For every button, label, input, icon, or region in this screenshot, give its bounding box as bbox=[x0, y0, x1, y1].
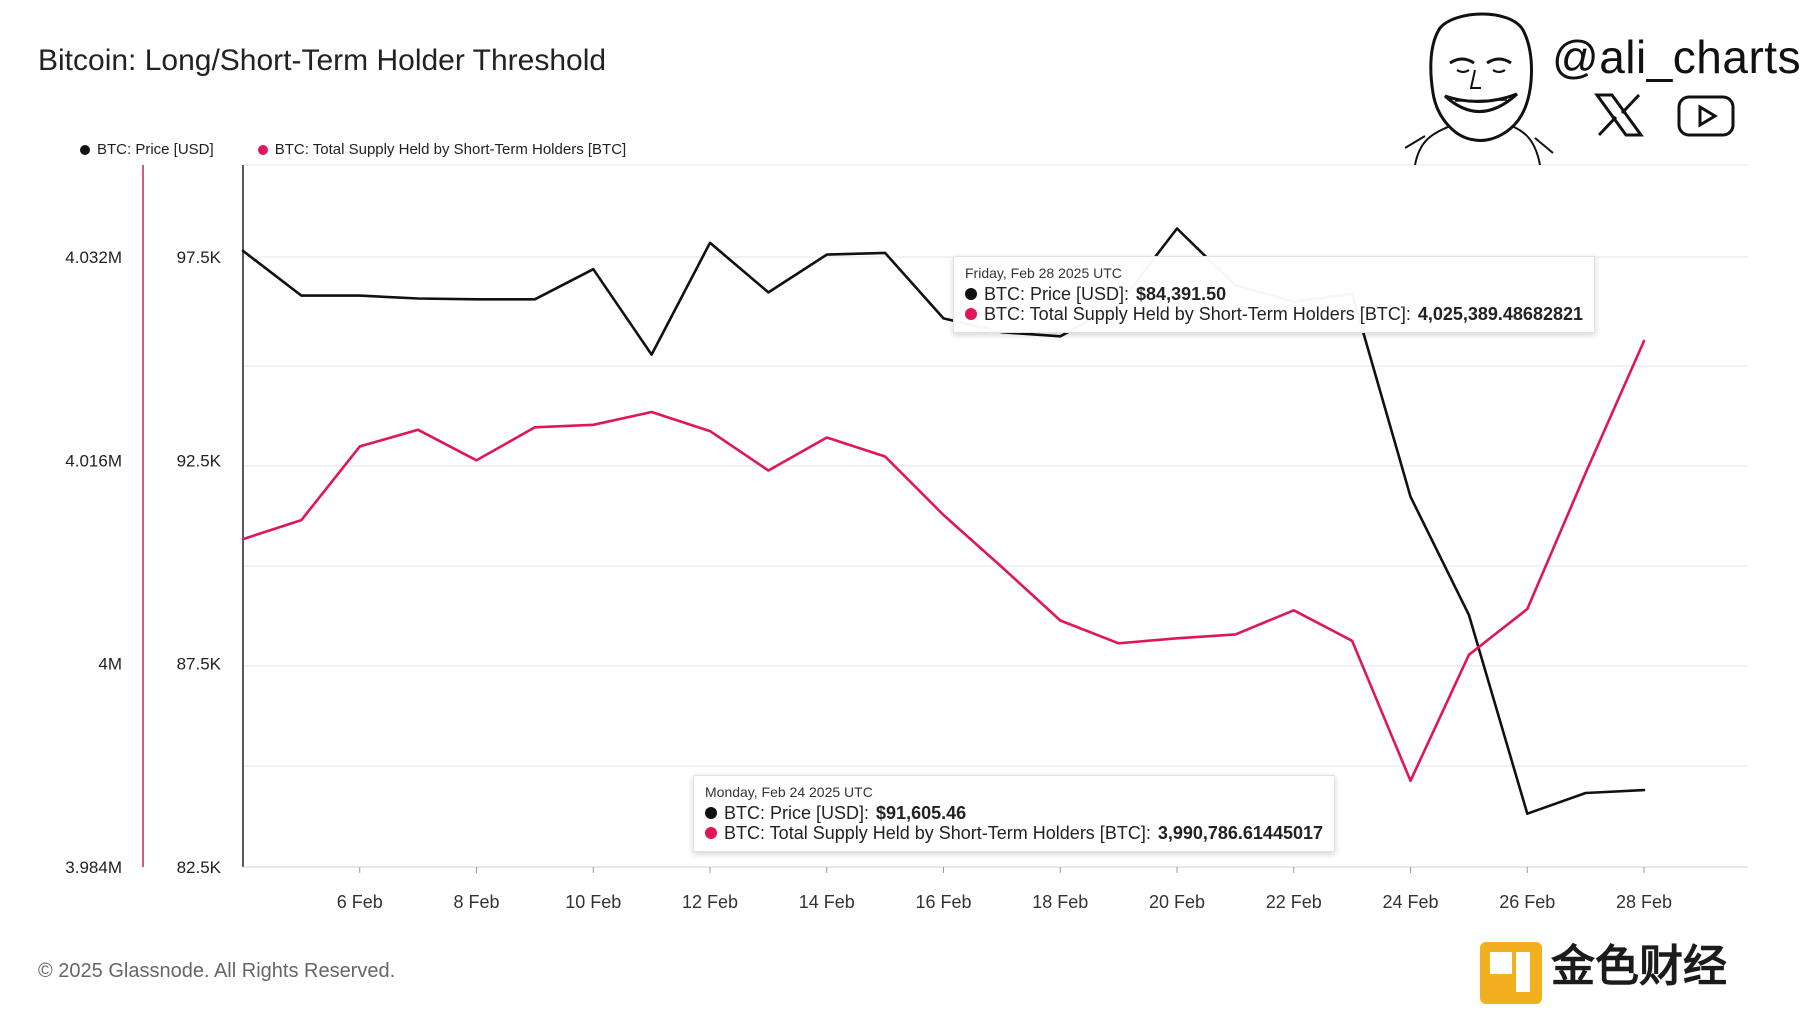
tooltip-row-price: BTC: Price [USD]: $91,605.46 bbox=[705, 803, 1323, 823]
tooltip-date: Friday, Feb 28 2025 UTC bbox=[965, 265, 1122, 281]
y-right-tick-label: 92.5K bbox=[177, 451, 222, 470]
y-right-tick-label: 87.5K bbox=[177, 655, 222, 674]
watermark-text: 金色财经 bbox=[1551, 942, 1727, 991]
tooltip-value: 4,025,389.48682821 bbox=[1417, 304, 1583, 324]
tooltip-label: BTC: Price [USD]: bbox=[724, 803, 870, 823]
y-left-tick-label: 4.016M bbox=[65, 451, 122, 470]
legend-label-sth-supply: BTC: Total Supply Held by Short-Term Hol… bbox=[274, 141, 627, 158]
x-tick-label: 10 Feb bbox=[565, 892, 621, 912]
legend-item-sth-supply[interactable]: BTC: Total Supply Held by Short-Term Hol… bbox=[257, 141, 627, 158]
youtube-icon[interactable] bbox=[1677, 95, 1735, 137]
author-handle: @ali_charts bbox=[1552, 31, 1800, 83]
tooltip-feb-28: Friday, Feb 28 2025 UTC BTC: Price [USD]… bbox=[953, 256, 1595, 333]
tooltip-row-price: BTC: Price [USD]: $84,391.50 bbox=[965, 284, 1583, 304]
x-tick-label: 28 Feb bbox=[1616, 892, 1672, 912]
copyright-footer: © 2025 Glassnode. All Rights Reserved. bbox=[38, 960, 396, 982]
x-tick-label: 8 Feb bbox=[453, 892, 499, 912]
tooltip-row-sth-supply: BTC: Total Supply Held by Short-Term Hol… bbox=[965, 304, 1583, 324]
x-tick-label: 26 Feb bbox=[1499, 892, 1555, 912]
tooltip-date: Monday, Feb 24 2025 UTC bbox=[705, 784, 873, 800]
y-right-tick-label: 82.5K bbox=[177, 858, 222, 877]
x-logo-icon[interactable] bbox=[1594, 93, 1644, 137]
tooltip-dot-sth-supply bbox=[965, 308, 977, 320]
x-tick-label: 22 Feb bbox=[1266, 892, 1322, 912]
x-tick-label: 12 Feb bbox=[682, 892, 738, 912]
y-left-tick-label: 3.984M bbox=[65, 858, 122, 877]
tooltip-value: $84,391.50 bbox=[1136, 284, 1227, 304]
legend-item-price[interactable]: BTC: Price [USD] bbox=[80, 141, 214, 158]
tooltip-dot-price bbox=[705, 807, 717, 819]
tooltip-dot-price bbox=[965, 288, 977, 300]
x-tick-label: 16 Feb bbox=[915, 892, 971, 912]
legend-dot-sth-supply bbox=[257, 144, 268, 155]
y-left-tick-label: 4.032M bbox=[65, 248, 122, 267]
chart-title: Bitcoin: Long/Short-Term Holder Threshol… bbox=[38, 44, 607, 77]
tooltip-label: BTC: Total Supply Held by Short-Term Hol… bbox=[724, 823, 1151, 843]
y-left-tick-label: 4M bbox=[98, 655, 122, 674]
tooltip-dot-sth-supply bbox=[705, 827, 717, 839]
tooltip-feb-24: Monday, Feb 24 2025 UTC BTC: Price [USD]… bbox=[693, 775, 1335, 852]
x-tick-label: 18 Feb bbox=[1032, 892, 1088, 912]
legend: BTC: Price [USD] BTC: Total Supply Held … bbox=[80, 141, 626, 158]
x-tick-label: 14 Feb bbox=[799, 892, 855, 912]
legend-label-price: BTC: Price [USD] bbox=[97, 141, 214, 158]
x-tick-label: 20 Feb bbox=[1149, 892, 1205, 912]
x-tick-label: 6 Feb bbox=[337, 892, 383, 912]
tooltip-row-sth-supply: BTC: Total Supply Held by Short-Term Hol… bbox=[705, 823, 1323, 843]
x-tick-label: 24 Feb bbox=[1382, 892, 1438, 912]
tooltip-label: BTC: Total Supply Held by Short-Term Hol… bbox=[984, 304, 1411, 324]
tooltip-label: BTC: Price [USD]: bbox=[984, 284, 1130, 304]
tooltip-value: $91,605.46 bbox=[876, 803, 967, 823]
legend-dot-price bbox=[80, 144, 90, 155]
sth-supply-series-line bbox=[241, 339, 1646, 783]
watermark-logo-icon bbox=[1480, 942, 1542, 1004]
price-series-line bbox=[241, 227, 1646, 816]
y-right-tick-label: 97.5K bbox=[177, 248, 222, 267]
tooltip-value: 3,990,786.61445017 bbox=[1157, 823, 1323, 843]
avatar-face-icon bbox=[1404, 12, 1554, 165]
